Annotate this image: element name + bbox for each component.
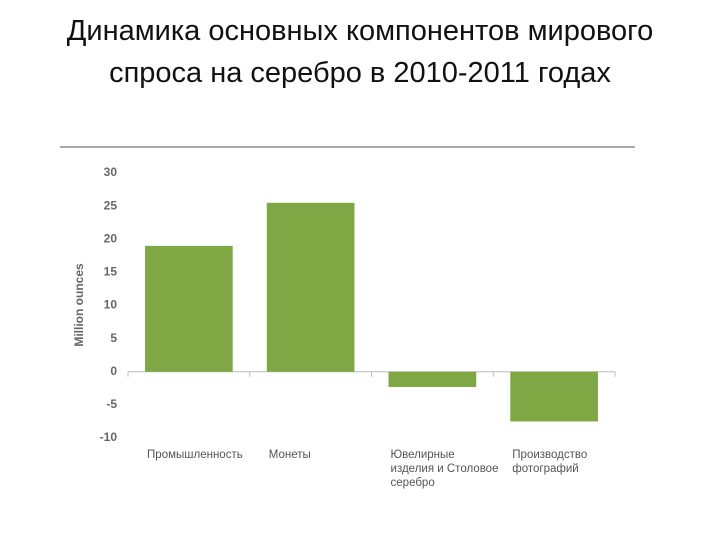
x-tick-label: Производство фотографий xyxy=(512,449,588,475)
slide-title: Динамика основных компонентов мирового с… xyxy=(66,15,654,89)
y-tick-label: 15 xyxy=(104,265,118,279)
y-tick-label: -5 xyxy=(106,397,117,411)
x-tick-label: Монеты xyxy=(268,449,311,461)
bar xyxy=(145,245,233,372)
y-tick-label: 20 xyxy=(104,231,118,245)
y-tick-label: 10 xyxy=(104,298,118,312)
bar xyxy=(388,371,477,387)
x-tick-label: Ювелирные изделия и Столовое серебро xyxy=(390,449,499,489)
y-axis-label: Million ounces xyxy=(72,263,86,347)
bar xyxy=(510,371,598,422)
y-tick-label: 0 xyxy=(110,364,117,378)
y-tick-label: 25 xyxy=(104,198,118,212)
y-tick-label: 30 xyxy=(104,165,118,179)
x-tick-label: Промышленность xyxy=(147,449,243,461)
y-tick-label: -10 xyxy=(100,430,118,444)
y-tick-label: 5 xyxy=(110,331,117,345)
bar xyxy=(266,202,355,372)
